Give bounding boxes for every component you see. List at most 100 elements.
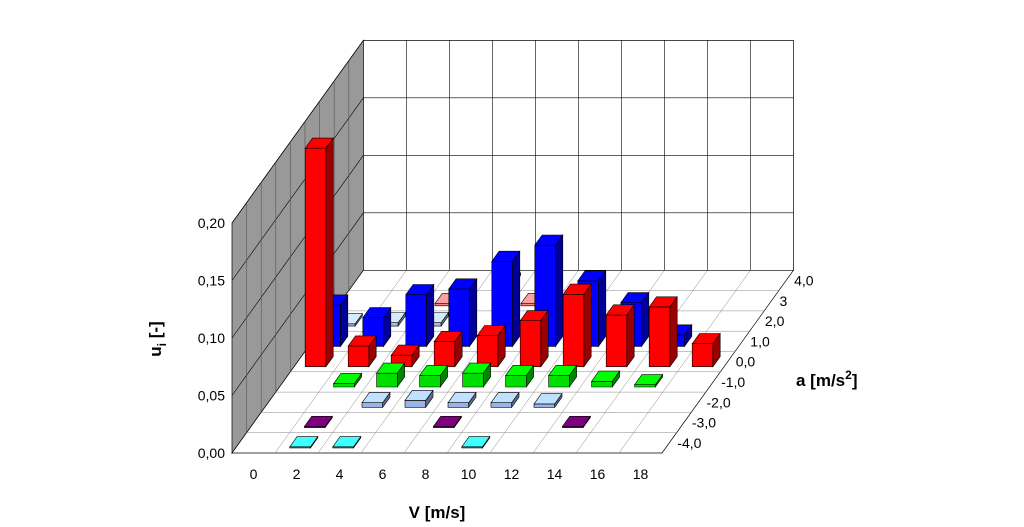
bar (691, 332, 721, 368)
bar (490, 391, 520, 409)
bar (289, 435, 319, 449)
bar-top (648, 296, 678, 308)
bar-front (505, 375, 527, 388)
bar (605, 303, 635, 368)
bar-top (447, 392, 477, 404)
bar (404, 389, 434, 409)
bar-front (476, 335, 499, 368)
bar-side (669, 295, 678, 368)
bar-front (490, 402, 513, 408)
x-axis-title: V [m/s] (409, 503, 466, 522)
bar (591, 370, 621, 388)
x-tick-label: 8 (422, 466, 430, 482)
z-tick-label: -3,0 (692, 415, 716, 431)
bar-front (691, 343, 714, 368)
bar-top (333, 373, 363, 384)
bar (419, 364, 449, 388)
bar (333, 372, 363, 388)
x-tick-label: 14 (547, 466, 563, 482)
z-tick-label: 0,0 (736, 354, 756, 370)
z-tick-label: 3 (780, 293, 788, 309)
x-tick-label: 2 (293, 466, 301, 482)
y-tick-label: 0,20 (198, 215, 225, 231)
bar-front (404, 400, 427, 408)
bar-top (491, 250, 521, 262)
bar-front (419, 375, 441, 388)
bar-front (361, 402, 384, 408)
bar-top (332, 436, 362, 448)
bar (491, 250, 521, 348)
bar-side (583, 283, 592, 368)
x-tick-label: 16 (590, 466, 606, 482)
bar-front (333, 383, 355, 388)
y-tick-label: 0,10 (198, 330, 225, 346)
bar-top (620, 292, 650, 304)
bar-front (519, 320, 542, 368)
bar-front (405, 294, 427, 347)
bar-front (347, 345, 370, 368)
z-tick-label: -2,0 (707, 394, 731, 410)
z-tick-label: 1,0 (750, 333, 770, 349)
bar-top (577, 270, 607, 282)
chart-bars (289, 137, 721, 449)
x-tick-label: 12 (504, 466, 520, 482)
x-tick-label: 0 (250, 466, 258, 482)
bar (303, 415, 333, 429)
bar-top (605, 304, 635, 316)
bar-front (648, 306, 671, 368)
bar-top (347, 335, 377, 347)
bar-front (304, 147, 327, 368)
bar-side (469, 277, 478, 348)
bar-side (512, 250, 521, 348)
z-tick-label: -1,0 (721, 374, 745, 390)
y-axis-title: ui [-] (146, 321, 169, 356)
x-tick-label: 10 (461, 466, 477, 482)
bar-top (476, 325, 506, 337)
bar-top (362, 307, 392, 319)
bar (634, 373, 664, 388)
bar-top (462, 362, 492, 374)
bar (462, 362, 492, 388)
bar-top (634, 374, 664, 386)
floor-grid (618, 270, 751, 454)
bar-top (490, 392, 520, 404)
bar-top (304, 137, 334, 149)
bar-front (533, 403, 556, 408)
bar (447, 391, 477, 409)
bar (304, 137, 334, 368)
z-tick-label: -4,0 (677, 435, 701, 451)
y-tick-label: 0,00 (198, 445, 225, 461)
bar-side (598, 269, 607, 348)
bar (548, 364, 578, 388)
y-tick-label: 0,05 (198, 388, 225, 404)
bar-top (289, 436, 319, 448)
bar-side (325, 137, 334, 368)
bar-front (376, 372, 398, 388)
bar-top (461, 436, 491, 448)
bar (476, 324, 506, 368)
bar-side (555, 234, 564, 348)
bar-front (634, 384, 656, 388)
z-tick-label: 2,0 (765, 313, 785, 329)
bar-front (447, 402, 470, 408)
bar-top (404, 389, 434, 401)
x-tick-label: 6 (379, 466, 387, 482)
bar (648, 295, 678, 368)
bar-front (591, 380, 613, 388)
bar-top (419, 365, 449, 376)
bar (519, 309, 549, 368)
bar-side (626, 303, 635, 368)
z-tick-label: 4,0 (794, 272, 814, 288)
bar-top (303, 415, 333, 427)
bar (405, 283, 435, 348)
bar-top (448, 278, 478, 290)
bar-top (534, 234, 564, 246)
bar-top (519, 310, 549, 322)
bar-top (361, 392, 391, 404)
bar (561, 415, 591, 429)
bar-front (462, 372, 484, 388)
bar-top (390, 344, 420, 356)
bar-front (562, 293, 585, 368)
bar (533, 392, 563, 409)
